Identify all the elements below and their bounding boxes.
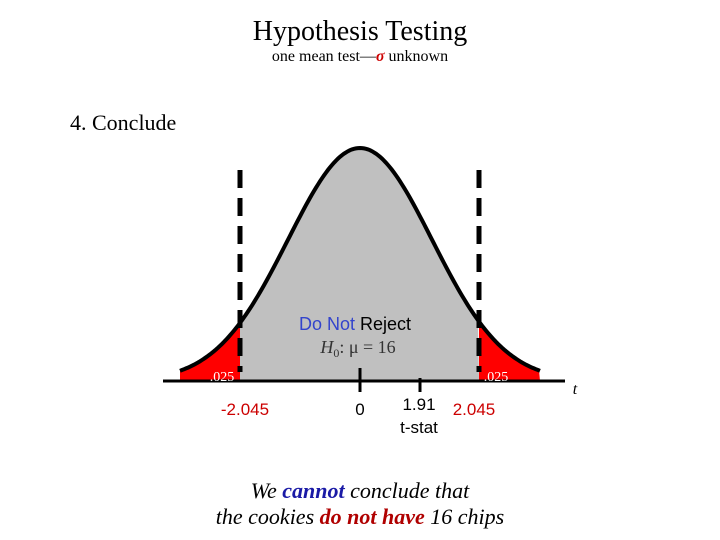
tick-label-stat: 1.91 xyxy=(402,395,435,414)
null-hypothesis: H0: μ = 16 xyxy=(319,337,395,360)
slide-subtitle: one mean test—σ unknown xyxy=(0,48,720,66)
tail-left-label: .025 xyxy=(210,370,235,385)
step-heading: 4. Conclude xyxy=(70,110,177,135)
conclusion-do-not-have: do not have xyxy=(319,504,425,529)
tick-label-stat-caption: t-stat xyxy=(400,418,438,437)
axis-label: t xyxy=(573,381,578,398)
tick-label-zero: 0 xyxy=(355,400,364,419)
subtitle-prefix: one mean test— xyxy=(271,48,376,65)
conclusion-cannot: cannot xyxy=(282,478,345,503)
conclusion-text: We cannot conclude that the cookies do n… xyxy=(0,478,720,530)
slide-title: Hypothesis Testing xyxy=(252,16,468,47)
tick-label-left: -2.045 xyxy=(221,400,269,419)
subtitle-sigma: σ xyxy=(375,48,385,65)
non-rejection-region xyxy=(240,148,479,381)
left-rejection-tail xyxy=(180,322,240,381)
conclusion-line-2: the cookies do not have 16 chips xyxy=(215,504,505,529)
tick-label-right: 2.045 xyxy=(453,400,496,419)
region-label: Do Not Reject xyxy=(299,314,411,334)
tail-right-label: .025 xyxy=(484,370,509,385)
subtitle-suffix: unknown xyxy=(384,48,449,65)
conclusion-line-1: We cannot conclude that xyxy=(250,478,470,503)
